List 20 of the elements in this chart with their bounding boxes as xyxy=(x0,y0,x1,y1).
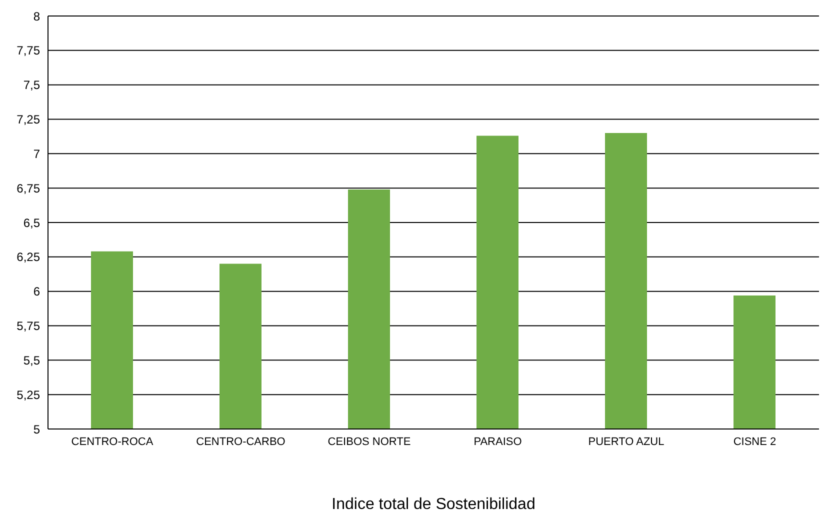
y-tick-label: 5,75 xyxy=(16,319,40,334)
x-axis-title: Indice total de Sostenibilidad xyxy=(332,496,536,513)
x-tick-label: CEIBOS NORTE xyxy=(328,436,411,448)
x-tick-label: CISNE 2 xyxy=(733,436,776,448)
y-tick-label: 6 xyxy=(33,284,40,299)
y-tick-label: 6,75 xyxy=(16,181,40,196)
x-tick-label: CENTRO-CARBO xyxy=(196,436,286,448)
y-tick-label: 5 xyxy=(33,422,40,436)
y-tick-label: 8 xyxy=(33,9,40,24)
y-tick-label: 7,25 xyxy=(16,112,40,127)
y-tick-label: 7 xyxy=(33,146,40,161)
y-tick-label: 7,75 xyxy=(16,44,40,58)
x-tick-label: PUERTO AZUL xyxy=(588,436,664,448)
y-tick-label: 5,25 xyxy=(16,388,40,402)
x-tick-label: PARAISO xyxy=(474,436,522,448)
y-tick-label: 6,25 xyxy=(16,250,40,264)
y-tick-label: 5,5 xyxy=(23,353,40,368)
y-tick-label: 6,5 xyxy=(23,216,40,230)
x-tick-label: CENTRO-ROCA xyxy=(71,436,154,448)
y-tick-label: 7,5 xyxy=(23,78,40,92)
